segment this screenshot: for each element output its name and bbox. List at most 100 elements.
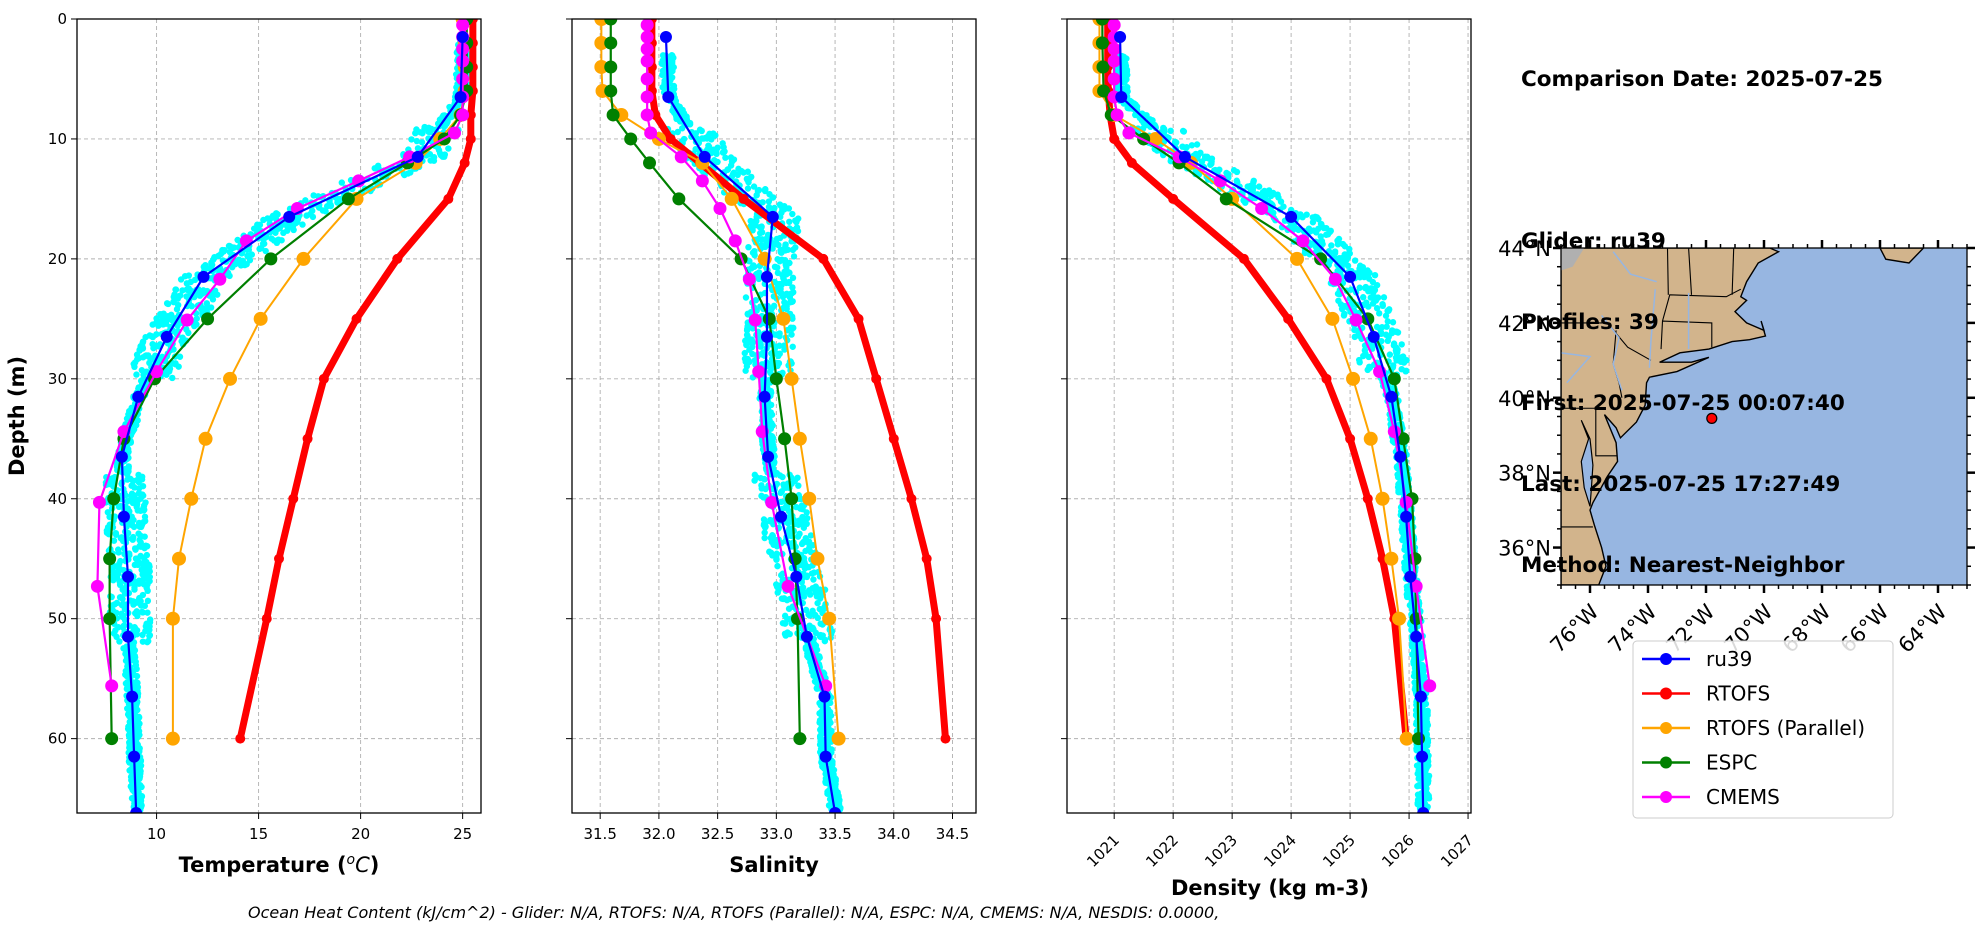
series-marker-cmems xyxy=(1387,425,1401,439)
glider-scatter-point xyxy=(426,150,434,158)
series-marker-cmems xyxy=(640,42,654,56)
series-marker-ru39 xyxy=(132,390,145,403)
glider-scatter-point xyxy=(134,706,141,714)
glider-scatter-point xyxy=(112,529,120,537)
series-marker-ru39 xyxy=(130,807,143,813)
state-border xyxy=(1666,248,1669,295)
glider-scatter-point xyxy=(177,276,185,283)
glider-scatter-point xyxy=(758,223,765,230)
glider-scatter-point xyxy=(430,157,438,164)
series-marker-rtofs xyxy=(1238,253,1249,264)
series-marker-espc xyxy=(264,252,278,266)
glider-scatter-point xyxy=(1403,586,1411,594)
glider-scatter-point xyxy=(134,556,141,563)
glider-scatter-point xyxy=(1287,223,1294,230)
series-marker-espc xyxy=(778,432,792,446)
glider-scatter-point xyxy=(789,284,796,291)
legend-marker xyxy=(1660,722,1672,734)
series-marker-espc xyxy=(785,492,799,506)
axes-frame xyxy=(1066,18,1472,814)
glider-scatter-point xyxy=(751,471,759,479)
glider-scatter-point xyxy=(1356,273,1363,280)
y-tick-label: 30 xyxy=(48,370,67,388)
glider-scatter-point xyxy=(152,319,160,327)
series-marker-rtofs-parallel- xyxy=(1375,491,1390,506)
glider-scatter-point xyxy=(1394,346,1401,353)
glider-scatter-point xyxy=(1356,284,1363,291)
glider-scatter-point xyxy=(134,507,141,514)
glider-scatter-point xyxy=(763,234,771,242)
glider-scatter-point xyxy=(780,595,787,603)
glider-scatter-point xyxy=(751,477,758,484)
series-marker-cmems xyxy=(640,108,654,122)
series-marker-ru39 xyxy=(1410,630,1423,643)
glider-scatter-point xyxy=(808,570,816,577)
series-marker-cmems xyxy=(1399,495,1413,509)
series-marker-rtofs xyxy=(1283,313,1294,324)
river xyxy=(1601,314,1623,391)
glider-scatter-point xyxy=(1399,536,1407,543)
glider-scatter-point xyxy=(1280,203,1287,210)
map-lat-label: 36°N xyxy=(1498,537,1551,561)
series-marker-ru39 xyxy=(800,630,813,643)
glider-scatter-point xyxy=(745,243,752,251)
glider-scatter-point xyxy=(129,477,137,484)
series-marker-ru39 xyxy=(1385,390,1398,403)
glider-scatter-point xyxy=(145,561,153,569)
x-tick-label: 1025 xyxy=(1319,831,1359,871)
x-tick-label: 1027 xyxy=(1437,831,1477,871)
glider-scatter-point xyxy=(259,240,267,247)
glider-scatter-point xyxy=(169,374,176,382)
series-marker-rtofs xyxy=(871,373,882,384)
glider-scatter-point xyxy=(117,594,125,601)
glider-scatter-point xyxy=(749,350,756,358)
glider-scatter-point xyxy=(788,331,795,338)
series-line-rtofs xyxy=(236,19,477,740)
series-marker-cmems xyxy=(90,579,104,593)
glider-scatter-point xyxy=(1340,312,1348,319)
plot-area xyxy=(90,19,478,813)
series-marker-espc xyxy=(1097,84,1111,98)
glider-scatter-point xyxy=(828,727,835,735)
glider-scatter-point xyxy=(1268,190,1276,198)
glider-scatter-point xyxy=(1377,330,1385,338)
glider-scatter-point xyxy=(670,64,677,71)
glider-scatter-point xyxy=(1373,323,1381,331)
glider-scatter-point xyxy=(760,516,768,523)
legend-item: RTOFS xyxy=(1642,682,1770,706)
glider-scatter-point xyxy=(798,540,806,548)
series-marker-cmems xyxy=(1296,234,1310,248)
series-marker-cmems xyxy=(105,679,119,693)
glider-scatter-point xyxy=(116,560,123,568)
series-marker-ru39 xyxy=(160,330,173,343)
series-marker-rtofs xyxy=(940,733,951,744)
glider-scatter-point xyxy=(142,499,149,506)
glider-scatter-point xyxy=(1414,801,1421,808)
series-marker-espc xyxy=(1387,372,1401,386)
glider-scatter-point xyxy=(1277,198,1285,205)
state-border xyxy=(1660,320,1713,350)
series-marker-cmems xyxy=(781,579,795,593)
glider-scatter-point xyxy=(170,298,177,305)
series-marker-rtofs-parallel- xyxy=(1325,311,1340,326)
series-marker-cmems xyxy=(213,272,227,286)
glider-scatter-point xyxy=(1365,303,1372,310)
glider-scatter-point xyxy=(226,248,234,256)
glider-scatter-point xyxy=(742,294,750,301)
series-marker-ru39 xyxy=(775,510,788,523)
series-marker-espc xyxy=(604,84,618,98)
glider-scatter-point xyxy=(130,498,137,505)
glider-scatter-point xyxy=(121,616,129,624)
series-marker-espc xyxy=(793,732,807,746)
glider-scatter-point xyxy=(1335,297,1342,304)
glider-scatter-point xyxy=(144,597,152,605)
glider-scatter-point xyxy=(191,276,199,284)
glider-name: Glider: ru39 xyxy=(1521,229,1666,254)
series-marker-rtofs xyxy=(1321,373,1332,384)
series-marker-ru39 xyxy=(411,150,424,163)
glider-scatter-point xyxy=(268,235,275,242)
map-features xyxy=(1561,248,1925,585)
series-marker-cmems xyxy=(742,272,756,286)
glider-scatter-point xyxy=(1425,795,1433,802)
